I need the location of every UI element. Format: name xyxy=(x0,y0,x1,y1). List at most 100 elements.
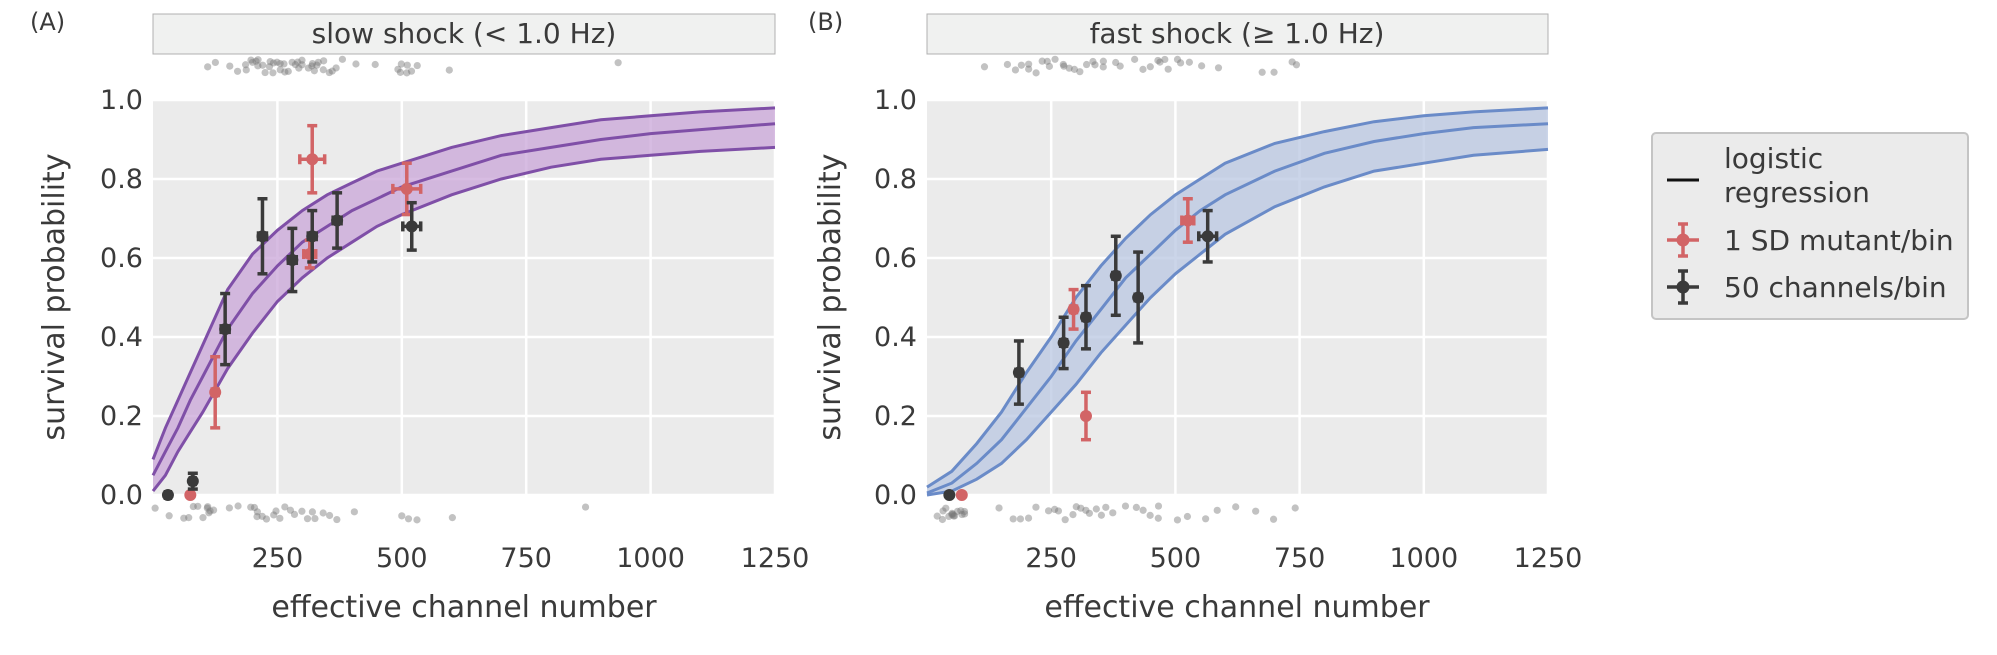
raw-point-survived xyxy=(294,58,302,66)
raw-point-died xyxy=(945,512,953,521)
raw-point-died xyxy=(949,510,957,518)
raw-point-died xyxy=(203,504,211,512)
panel-a-strip-title: slow shock (< 1.0 Hz) xyxy=(312,17,617,50)
x-tick-label: 500 xyxy=(1150,543,1202,574)
raw-point-died xyxy=(209,506,218,514)
raw-point-died xyxy=(1082,506,1090,514)
raw-point-died xyxy=(250,503,259,512)
raw-point-survived xyxy=(204,63,212,71)
raw-point-died xyxy=(1291,504,1299,512)
binned-point-50ch xyxy=(1012,339,1025,406)
raw-point-died xyxy=(194,502,202,510)
raw-point-died xyxy=(1183,512,1192,521)
x-tick-label: 500 xyxy=(376,543,428,574)
binned-point-50ch xyxy=(306,208,319,264)
y-tick-label: 0.4 xyxy=(874,322,917,353)
raw-point-died xyxy=(1252,507,1260,515)
x-tick-label: 750 xyxy=(1274,543,1326,574)
binned-point-50ch xyxy=(186,471,199,491)
y-tick-label: 0.0 xyxy=(100,480,143,511)
raw-point-survived xyxy=(1099,63,1107,71)
raw-point-survived xyxy=(298,56,306,64)
raw-point-survived xyxy=(1156,58,1164,66)
raw-point-survived xyxy=(304,64,312,72)
raw-point-survived xyxy=(397,60,405,68)
raw-point-died xyxy=(957,507,965,515)
raw-point-died xyxy=(1102,503,1110,511)
raw-point-survived xyxy=(1051,55,1059,63)
binned-point-50ch-marker xyxy=(943,489,956,501)
raw-point-died xyxy=(258,512,266,520)
legend-label: 1 SD mutant/bin xyxy=(1724,224,1954,257)
raw-point-survived xyxy=(284,67,292,75)
legend-label: logistic xyxy=(1724,142,1823,175)
raw-point-died xyxy=(1132,503,1140,511)
raw-point-died xyxy=(1072,503,1080,511)
raw-point-survived xyxy=(413,61,421,70)
raw-point-died xyxy=(180,514,188,522)
raw-point-survived xyxy=(1065,64,1073,72)
raw-point-died xyxy=(325,511,334,520)
legend-item-2: 50 channels/bin xyxy=(1667,269,1947,305)
raw-point-died xyxy=(1173,516,1182,524)
y-tick-label: 0.2 xyxy=(100,401,143,432)
raw-point-died xyxy=(303,515,312,523)
raw-point-survived xyxy=(1258,68,1266,76)
raw-point-survived xyxy=(338,55,347,63)
raw-point-survived xyxy=(1091,61,1099,69)
raw-point-died xyxy=(272,507,280,515)
raw-point-died xyxy=(281,503,289,511)
raw-point-survived xyxy=(310,67,318,75)
binned-point-50ch-marker xyxy=(331,214,344,227)
binned-point-50ch-marker xyxy=(1201,230,1214,243)
raw-point-died xyxy=(413,516,421,524)
raw-point-survived xyxy=(1214,64,1223,72)
raw-point-died xyxy=(189,502,197,511)
binned-point-50ch xyxy=(401,200,423,252)
raw-point-survived xyxy=(1270,68,1278,76)
binned-point-1sd-marker xyxy=(209,386,222,399)
raw-point-died xyxy=(298,507,306,515)
panel-a-x-axis-label: effective channel number xyxy=(271,590,657,625)
raw-point-died xyxy=(1024,514,1033,522)
panel-b-binned-points xyxy=(943,197,1219,501)
binned-point-1sd xyxy=(302,238,318,270)
x-tick-label: 1000 xyxy=(1389,543,1458,574)
panel-a-raw-points xyxy=(151,55,622,524)
raw-point-died xyxy=(1154,502,1163,510)
raw-point-survived xyxy=(1146,63,1154,71)
raw-point-died xyxy=(398,512,406,520)
raw-point-died xyxy=(206,507,214,515)
raw-point-survived xyxy=(319,66,327,74)
binned-point-50ch xyxy=(1079,283,1092,351)
raw-point-died xyxy=(253,508,261,516)
binned-point-50ch xyxy=(286,226,299,294)
raw-point-survived xyxy=(1164,65,1172,73)
panel-a-y-axis-label: survival probability xyxy=(37,153,72,440)
raw-point-survived xyxy=(265,63,274,71)
y-tick-label: 0.0 xyxy=(874,480,917,511)
binned-point-1sd xyxy=(391,161,423,217)
raw-point-survived xyxy=(1154,56,1162,65)
x-tick-label: 1000 xyxy=(616,543,685,574)
raw-point-survived xyxy=(332,64,340,72)
binned-point-50ch-marker xyxy=(1012,366,1025,379)
raw-point-died xyxy=(448,514,456,522)
y-tick-label: 0.8 xyxy=(100,164,143,195)
raw-point-survived xyxy=(396,68,405,76)
x-tick-label: 250 xyxy=(252,543,304,574)
raw-point-survived xyxy=(314,58,322,66)
raw-point-survived xyxy=(254,62,262,70)
binned-point-1sd-marker xyxy=(1067,303,1080,316)
raw-point-survived xyxy=(1043,57,1051,65)
raw-point-survived xyxy=(308,62,316,70)
binned-point-50ch-marker xyxy=(1057,336,1070,349)
raw-point-died xyxy=(1051,505,1059,514)
raw-point-survived xyxy=(325,68,333,77)
raw-point-survived xyxy=(266,58,274,66)
raw-point-died xyxy=(1069,510,1077,519)
panel-b-x-axis-label: effective channel number xyxy=(1044,590,1430,625)
raw-point-died xyxy=(1232,503,1240,511)
